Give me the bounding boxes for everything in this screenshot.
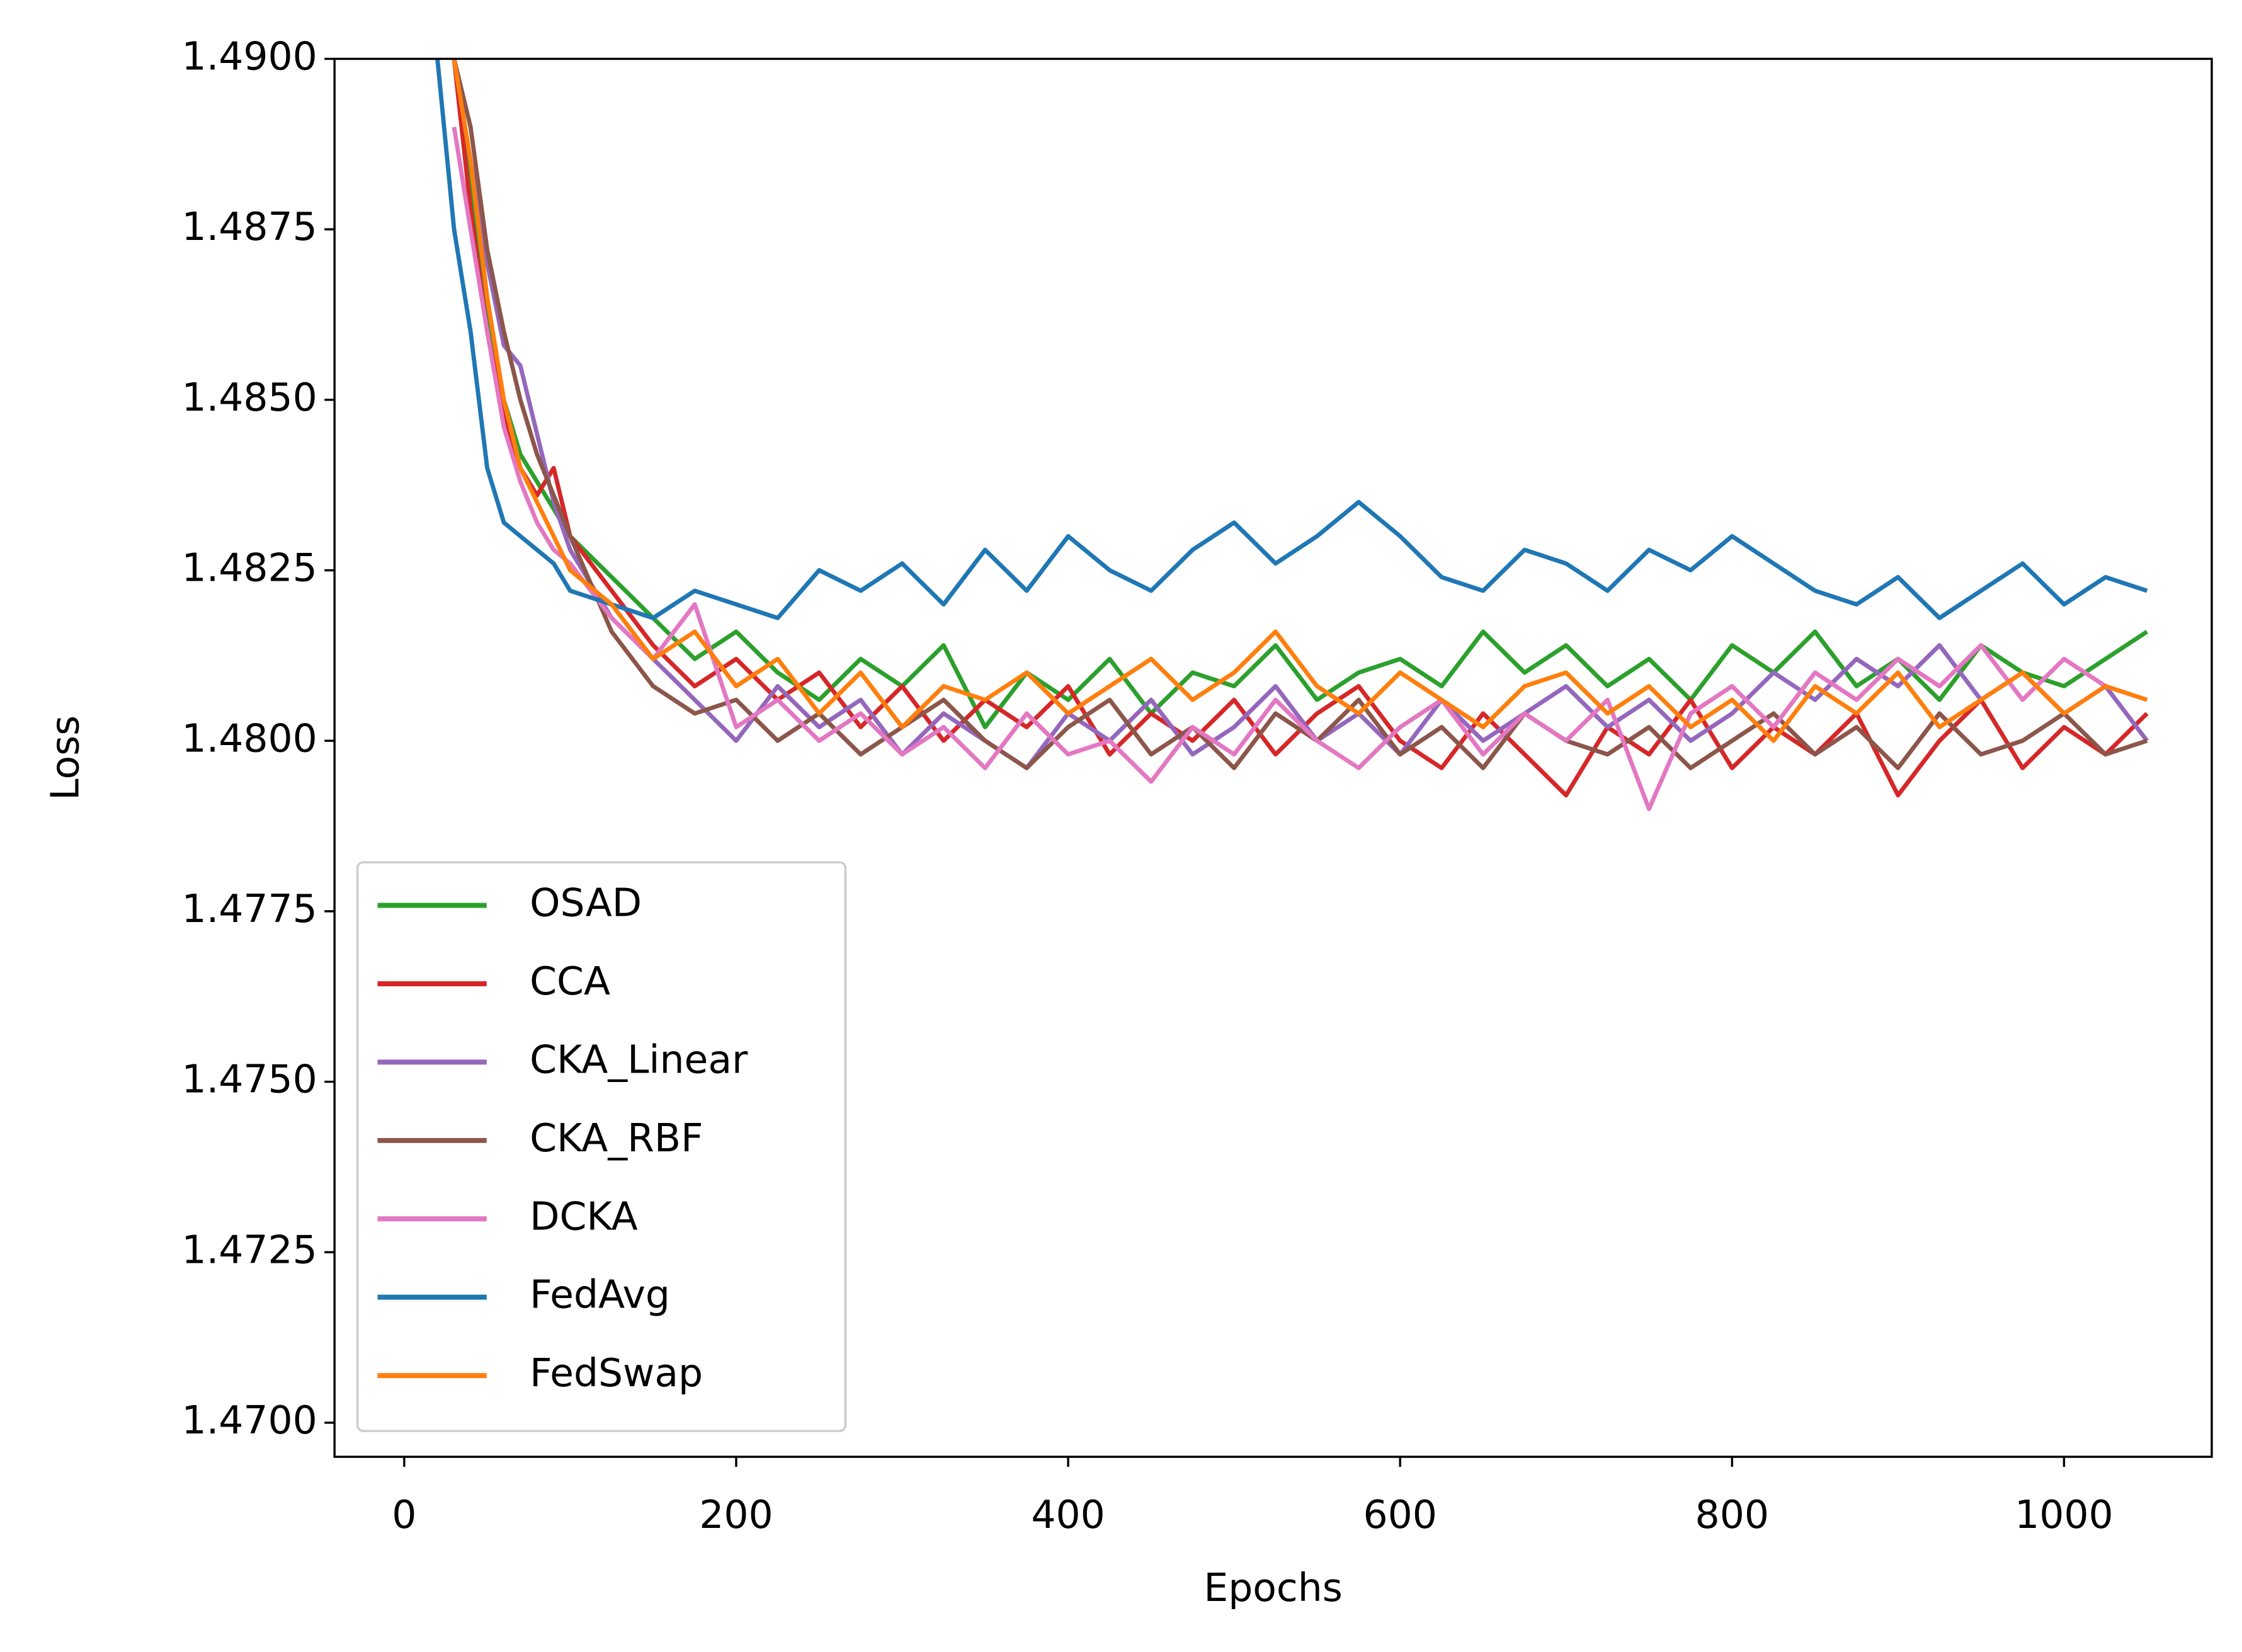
x-tick-label: 400 bbox=[1031, 1492, 1105, 1537]
x-tick-label: 0 bbox=[392, 1492, 416, 1537]
legend-label: CKA_RBF bbox=[530, 1115, 703, 1161]
y-tick-label: 1.4875 bbox=[182, 204, 317, 249]
series-line bbox=[452, 59, 2148, 770]
y-tick-label: 1.4800 bbox=[182, 715, 317, 761]
y-tick-label: 1.4750 bbox=[182, 1057, 317, 1102]
y-tick-label: 1.4825 bbox=[182, 545, 317, 591]
series-line bbox=[452, 59, 2148, 743]
y-axis-label: Loss bbox=[42, 715, 88, 800]
legend-box bbox=[356, 861, 847, 1432]
x-tick-label: 800 bbox=[1695, 1492, 1769, 1537]
series-line bbox=[452, 59, 2149, 729]
y-tick-label: 1.4900 bbox=[182, 34, 317, 79]
legend-label: CKA_Linear bbox=[530, 1037, 748, 1082]
legend-label: DCKA bbox=[530, 1193, 638, 1239]
series-line bbox=[452, 127, 2148, 811]
x-axis-label: Epochs bbox=[1204, 1565, 1342, 1610]
x-tick-label: 200 bbox=[699, 1492, 773, 1537]
legend-label: FedAvg bbox=[530, 1272, 670, 1318]
x-tick-label: 1000 bbox=[2015, 1492, 2114, 1537]
series-line bbox=[435, 59, 2148, 620]
plot-area bbox=[435, 59, 2149, 811]
plot-frame bbox=[333, 57, 2213, 1458]
y-tick-label: 1.4725 bbox=[182, 1227, 317, 1272]
legend-label: FedSwap bbox=[530, 1350, 703, 1396]
y-tick-label: 1.4700 bbox=[182, 1398, 317, 1443]
legend-label: CCA bbox=[530, 959, 610, 1004]
series-line bbox=[452, 59, 2149, 798]
x-tick-label: 600 bbox=[1363, 1492, 1437, 1537]
legend-label: OSAD bbox=[530, 880, 642, 926]
y-tick-label: 1.4850 bbox=[182, 375, 317, 420]
y-tick-label: 1.4775 bbox=[182, 886, 317, 931]
